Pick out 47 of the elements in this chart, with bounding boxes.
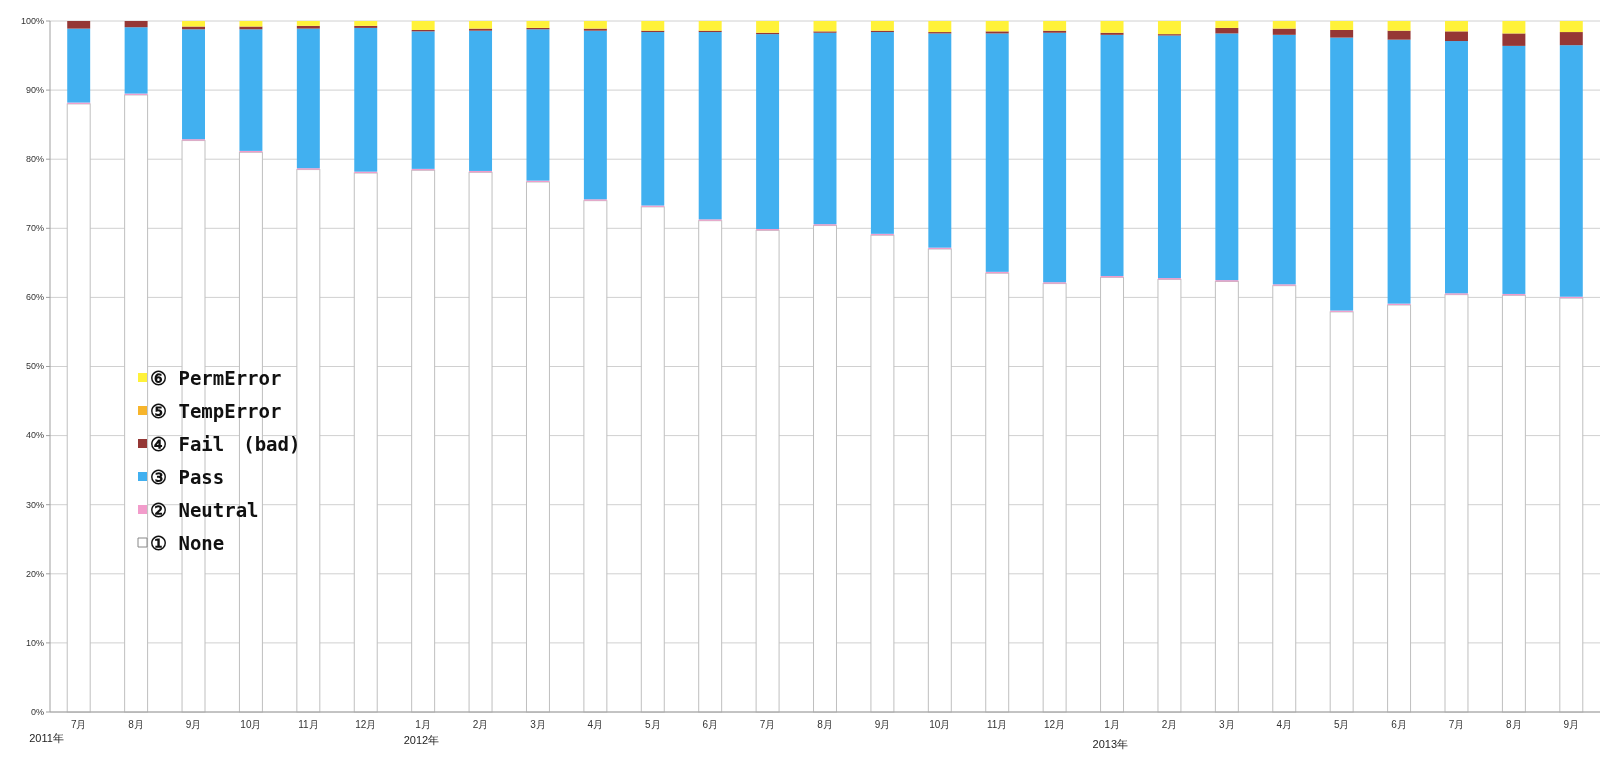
y-tick-label: 50% xyxy=(25,361,44,372)
legend-label: ② Neutral xyxy=(150,498,259,521)
x-tick-label: 1月 xyxy=(415,719,431,730)
x-tick-label: 7月 xyxy=(759,719,776,730)
x-tick-label: 10月 xyxy=(929,719,951,730)
legend-label: ⑤ TempError xyxy=(150,399,282,422)
x-tick-label: 8月 xyxy=(128,719,144,730)
x-tick-label: 12月 xyxy=(1044,719,1066,730)
legend-label: ③ Pass xyxy=(150,465,225,488)
y-tick-label: 20% xyxy=(25,568,44,579)
x-tick-label: 7月 xyxy=(1448,719,1465,730)
series-label: ① None xyxy=(150,531,225,554)
x-tick-label: 10月 xyxy=(240,719,262,730)
y-tick-label: 100% xyxy=(20,15,44,26)
y-tick-label: 10% xyxy=(25,637,44,648)
y-tick-label: 80% xyxy=(25,154,44,165)
x-tick-label: 6月 xyxy=(702,719,718,730)
legend-label: ④ Fail (bad) xyxy=(150,432,301,455)
x-tick-label: 4月 xyxy=(587,719,604,730)
y-tick-label: 60% xyxy=(25,292,44,303)
x-tick-label: 9月 xyxy=(1563,719,1580,730)
text: 2012年 xyxy=(403,734,440,746)
x-tick-label: 8月 xyxy=(817,719,833,730)
y-tick-label: 90% xyxy=(25,84,44,95)
text: 2013年 xyxy=(1092,738,1129,750)
x-tick-label: 11月 xyxy=(298,719,319,730)
x-tick-label: 3月 xyxy=(530,719,546,730)
x-tick-label: 2月 xyxy=(1161,719,1178,730)
x-tick-label: 7月 xyxy=(70,719,87,730)
x-tick-label: 5月 xyxy=(645,719,661,730)
x-tick-label: 9月 xyxy=(185,719,202,730)
x-tick-label: 9月 xyxy=(874,719,891,730)
x-tick-label: 11月 xyxy=(987,719,1008,730)
x-tick-label: 1月 xyxy=(1104,719,1120,730)
x-tick-label: 5月 xyxy=(1333,719,1350,730)
x-tick-label: 6月 xyxy=(1391,719,1407,730)
y-tick-label: 0% xyxy=(30,706,44,717)
x-tick-label: 4月 xyxy=(1276,719,1293,730)
x-tick-label: 2月 xyxy=(472,719,489,730)
x-tick-label: 8月 xyxy=(1506,719,1522,730)
y-tick-label: 40% xyxy=(25,430,44,441)
legend-label: ⑥ PermError xyxy=(150,366,282,389)
y-tick-label: 30% xyxy=(25,499,44,510)
y-tick-label: 70% xyxy=(25,223,44,234)
x-tick-label: 3月 xyxy=(1219,719,1235,730)
text: 2011年 xyxy=(29,732,64,744)
x-tick-label: 12月 xyxy=(355,719,377,730)
